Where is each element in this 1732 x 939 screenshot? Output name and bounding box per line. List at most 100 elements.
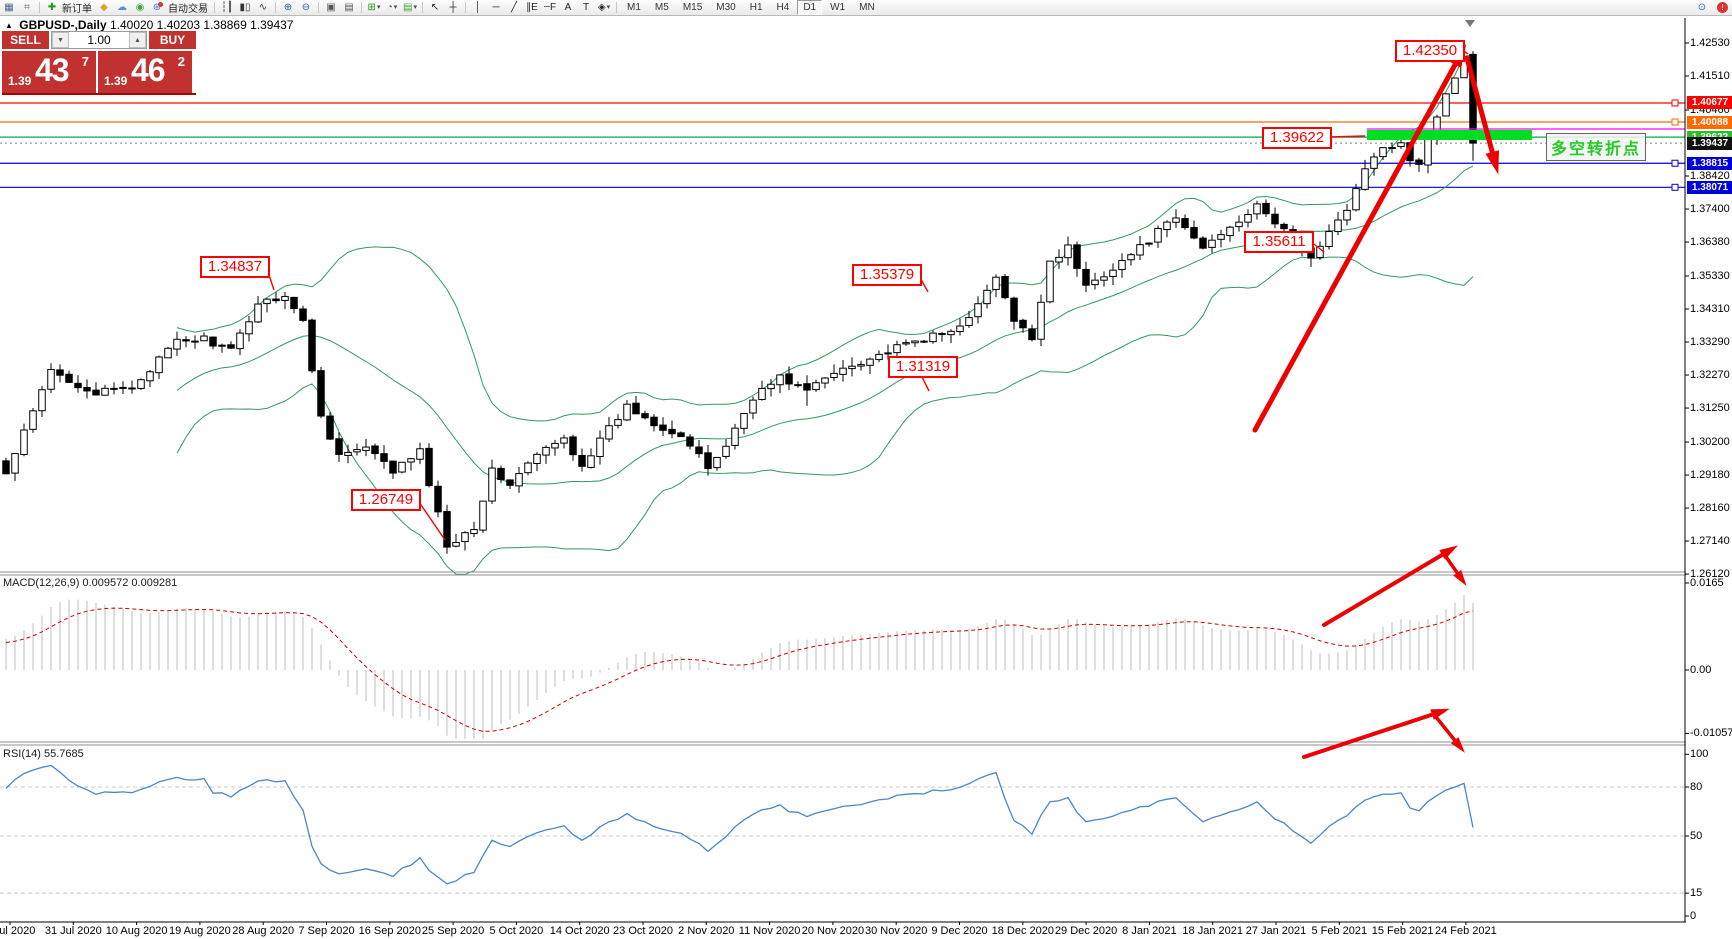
new-chart-icon[interactable]: ▦	[4, 2, 14, 13]
candle-body	[1415, 159, 1423, 165]
macd-axis-label: 0.00	[1690, 664, 1712, 676]
price-annotation-label[interactable]: 1.31319	[888, 356, 958, 378]
navigator-icon[interactable]: ◉	[135, 2, 145, 13]
volume-decrease-button[interactable]: ▼	[52, 32, 69, 48]
text-icon[interactable]: A	[564, 2, 572, 13]
alert-icon[interactable]: !	[1717, 2, 1728, 13]
supply-demand-zone[interactable]	[1367, 130, 1532, 140]
market-watch-icon[interactable]: ◆	[100, 2, 108, 13]
price-annotation-label[interactable]: 1.35379	[852, 264, 922, 286]
line-handle-marker[interactable]	[1671, 99, 1679, 107]
price-annotation-label[interactable]: 1.34837	[200, 256, 270, 278]
fibonacci-icon[interactable]: ┄F	[543, 2, 557, 13]
price-axis-label: 1.42530	[1690, 37, 1730, 49]
hline-icon[interactable]: ─	[492, 2, 500, 13]
line-handle-marker[interactable]	[1671, 159, 1679, 167]
price-annotation-label[interactable]: 1.42350	[1395, 40, 1465, 62]
candle-body	[830, 372, 838, 378]
label-icon[interactable]: T	[582, 2, 590, 13]
price-annotation-label[interactable]: 1.39622	[1262, 127, 1332, 149]
periods-icon[interactable]: ◔ ▾	[386, 2, 398, 13]
date-axis-label: 16 Sep 2020	[358, 925, 421, 937]
candle-body	[434, 485, 442, 513]
search-icon[interactable]: ⊙	[1697, 2, 1707, 13]
zoom-out-icon[interactable]: ⊖	[301, 2, 311, 13]
buy-button[interactable]: BUY	[149, 31, 196, 49]
candle-body	[812, 382, 820, 391]
timeframe-button-m1[interactable]: M1	[627, 2, 641, 13]
candle-body	[713, 456, 721, 469]
indicators-icon[interactable]: ⊞ ▾	[367, 2, 381, 13]
timeframe-button-w1[interactable]: W1	[830, 2, 846, 13]
chart-trend-down-arrow-head	[1485, 150, 1499, 175]
chart-trend-up-arrow[interactable]	[1252, 49, 1465, 433]
candle-body	[956, 325, 964, 332]
toolbar-separator	[465, 2, 466, 13]
volume-value[interactable]: 1.00	[87, 33, 111, 47]
date-axis-label: 7 Sep 2020	[298, 925, 355, 937]
buy-price-sup: 2	[177, 54, 185, 69]
candle-body	[452, 542, 460, 547]
candle-body	[1172, 217, 1180, 223]
bar-chart-icon[interactable]: ┆┃	[220, 2, 234, 13]
autotrade-icon[interactable]: ⊛	[152, 1, 164, 13]
one-click-trading-panel: SELL ▼ 1.00 ▲ BUY 1.39 43 7 1.39 46 2	[2, 31, 196, 95]
candle-body	[380, 453, 388, 462]
candle-body	[1100, 276, 1108, 281]
cascade-windows-icon[interactable]: ▤	[344, 2, 354, 13]
timeframe-button-mn[interactable]: MN	[859, 2, 875, 13]
sell-button[interactable]: SELL	[2, 31, 49, 49]
data-window-icon[interactable]: ☁	[117, 2, 127, 13]
timeframe-button-d1[interactable]: D1	[797, 0, 823, 15]
zone-note-label[interactable]: 多空转折点	[1546, 133, 1647, 161]
buy-price-button[interactable]: 1.39 46 2	[98, 51, 192, 93]
volume-increase-button[interactable]: ▲	[129, 32, 146, 48]
chart-trend-down-arrow[interactable]	[1464, 55, 1499, 169]
candle-body	[1055, 256, 1063, 263]
candle-body	[749, 399, 757, 414]
candle-body	[1244, 214, 1252, 223]
rsi-trend-up-arrow[interactable]	[1302, 709, 1445, 759]
vline-icon[interactable]: │	[474, 2, 482, 13]
templates-icon[interactable]: ▤ ▾	[403, 2, 417, 13]
timeframe-button-h4[interactable]: H4	[776, 2, 790, 13]
candle-body	[20, 429, 28, 456]
candle-body	[650, 416, 658, 427]
zoom-in-icon[interactable]: ⊕	[283, 2, 293, 13]
cursor-icon[interactable]: ↖	[430, 2, 440, 13]
macd-trend-up-arrow[interactable]	[1322, 547, 1454, 627]
macd-signal-line	[5, 607, 1474, 732]
timeframe-button-h1[interactable]: H1	[749, 2, 763, 13]
price-annotation-label[interactable]: 1.35611	[1244, 231, 1314, 253]
candle-body	[1091, 279, 1099, 286]
sell-price-button[interactable]: 1.39 43 7	[2, 51, 96, 93]
channel-icon[interactable]: ∥E	[526, 2, 538, 13]
chart-preview-icon[interactable]: ⌗	[24, 2, 30, 13]
tile-windows-icon[interactable]: ▣	[326, 2, 336, 13]
candle-body	[308, 319, 316, 372]
line-handle-marker[interactable]	[1671, 183, 1679, 191]
rsi-indicator-label: RSI(14) 55.7685	[3, 748, 84, 760]
timeframe-button-m30[interactable]: M30	[716, 2, 736, 13]
crosshair-icon[interactable]: ┼	[449, 2, 457, 13]
candle-body	[974, 303, 982, 318]
autotrade-icon-label[interactable]: 自动交易	[168, 4, 208, 15]
chart-title: ▲ GBPUSD-,Daily 1.40020 1.40203 1.38869 …	[5, 18, 293, 32]
line-handle-marker[interactable]	[1671, 118, 1679, 126]
rsi-trend-down-arrow-head	[1450, 737, 1465, 753]
line-chart-icon[interactable]: ∿	[258, 2, 268, 13]
timeframe-button-m5[interactable]: M5	[654, 2, 669, 13]
new-order-icon[interactable]: ✚	[47, 2, 57, 13]
candlestick-icon[interactable]: ▮▯	[239, 2, 251, 13]
candle-body	[875, 353, 883, 361]
shapes-icon[interactable]: ◈ ▾	[597, 2, 611, 13]
candle-body	[1217, 234, 1225, 240]
timeframe-button-m15[interactable]: M15	[682, 2, 703, 13]
price-annotation-label[interactable]: 1.26749	[351, 489, 421, 511]
new-order-icon-label[interactable]: 新订单	[62, 4, 92, 15]
trendline-icon[interactable]: ╱	[510, 2, 518, 13]
